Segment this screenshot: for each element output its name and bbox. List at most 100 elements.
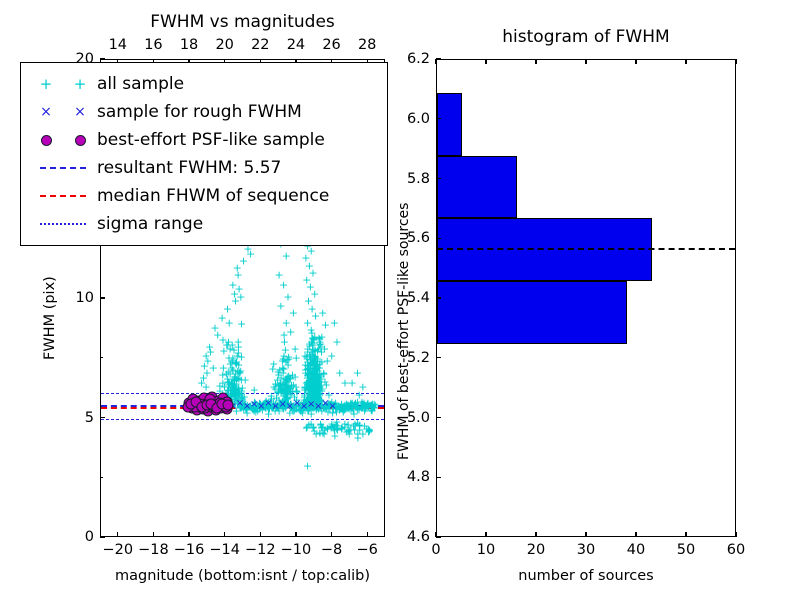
data-point: [215, 381, 224, 392]
legend-item-psf-like: best-effort PSF-like sample: [29, 126, 379, 154]
data-point: [321, 320, 330, 331]
legend-item-all-sample: + + all sample: [29, 70, 379, 98]
axis-tick-label: 10: [75, 290, 94, 306]
axis-tick: [436, 416, 441, 419]
axis-tick-label: 16: [144, 37, 163, 53]
axis-tick: [436, 357, 441, 359]
data-point: [279, 279, 288, 290]
axis-tick-label: 4.8: [406, 469, 430, 486]
axis-tick-label: 10: [476, 542, 496, 558]
axis-tick-label: 5.2: [406, 349, 430, 366]
axis-tick: [685, 532, 687, 537]
legend-label: sigma range: [97, 214, 204, 234]
axis-tick-label: −16: [173, 542, 205, 558]
data-point: [250, 384, 259, 395]
axis-tick: [295, 532, 297, 537]
axis-tick-label: 0: [84, 529, 94, 545]
axis-tick: [117, 532, 119, 537]
legend-item-median-fwhm: median FHWM of sequence: [29, 182, 379, 210]
legend-item-resultant-fwhm: resultant FWHM: 5.57: [29, 154, 379, 182]
axis-tick-label: 20: [215, 37, 234, 53]
x-icon: × ×: [40, 104, 86, 120]
axis-tick-label: 20: [526, 542, 546, 558]
legend-item-sigma-range: sigma range: [29, 210, 379, 238]
circle-icon: [29, 134, 97, 146]
data-point: [332, 337, 341, 348]
dash-dot-line-icon: [29, 223, 97, 225]
axis-tick: [295, 59, 297, 64]
axis-tick-label: 60: [726, 542, 746, 558]
axis-tick: [635, 532, 637, 537]
axis-tick: [435, 59, 437, 64]
data-point: [278, 363, 287, 374]
data-point: [317, 332, 326, 343]
data-point: [353, 368, 362, 379]
data-point: [327, 351, 336, 362]
axis-tick-label: 0: [431, 542, 441, 558]
scatter-points-layer: [101, 60, 384, 536]
right-plot-area: [437, 60, 735, 536]
data-point: [282, 380, 291, 391]
histogram-bar: [437, 281, 627, 344]
data-point: [269, 358, 278, 369]
axis-tick: [485, 59, 487, 64]
data-point: [273, 375, 282, 386]
data-point: [276, 301, 285, 312]
data-point: [237, 318, 246, 329]
axis-tick: [100, 416, 105, 419]
left-plot-area: [101, 60, 384, 536]
axis-tick: [436, 118, 441, 120]
axis-tick: [100, 58, 105, 60]
axis-tick: [330, 532, 333, 537]
plus-icon: + +: [39, 74, 87, 93]
data-point: [225, 317, 234, 328]
axis-tick: [436, 177, 441, 180]
right-x-axis-label: number of sources: [518, 568, 654, 584]
axis-tick: [436, 58, 441, 60]
axis-tick-label: 6.2: [406, 51, 430, 67]
axis-tick-label: 5: [84, 409, 94, 426]
legend-item-rough-fwhm: × × sample for rough FWHM: [29, 98, 379, 126]
data-point: [358, 382, 367, 393]
data-point: [360, 406, 369, 417]
legend-label: median FHWM of sequence: [97, 186, 330, 206]
axis-tick-label: −12: [245, 542, 276, 558]
axis-tick-label: 5.6: [406, 230, 430, 247]
legend-label: all sample: [97, 74, 185, 94]
data-point: [222, 399, 234, 411]
axis-tick-label: 5.0: [406, 409, 430, 426]
data-point: [345, 424, 354, 435]
data-point: [328, 402, 336, 412]
axis-tick-label: −6: [356, 542, 378, 558]
axis-tick: [259, 532, 261, 537]
axis-tick: [535, 59, 537, 64]
data-point: [303, 461, 312, 472]
axis-tick: [735, 532, 737, 537]
axis-tick-label: 28: [357, 37, 377, 53]
data-point: [241, 375, 250, 386]
axis-tick-label: 18: [179, 37, 199, 53]
data-point: [218, 334, 227, 345]
legend-label: best-effort PSF-like sample: [97, 130, 325, 150]
axis-tick-label: 26: [322, 37, 341, 53]
axis-tick: [188, 532, 190, 537]
axis-tick: [585, 532, 587, 537]
axis-tick: [224, 59, 226, 64]
left-y-axis-label: FWHM (pix): [42, 276, 58, 360]
axis-tick: [436, 237, 441, 239]
data-point: [360, 420, 369, 431]
dashed-blue-line-icon: [29, 167, 97, 169]
data-point: [292, 387, 301, 398]
axis-tick-label: −8: [320, 542, 343, 558]
axis-tick: [100, 357, 103, 359]
axis-tick-label: −18: [138, 542, 169, 558]
axis-tick-label: 14: [108, 37, 128, 53]
data-point: [228, 339, 237, 350]
data-point: [319, 368, 328, 379]
resultant-fwhm-hist-line: [437, 248, 735, 251]
axis-tick-label: 40: [626, 542, 646, 558]
axis-tick: [436, 297, 441, 299]
axis-tick: [117, 59, 119, 64]
axis-tick: [366, 532, 368, 537]
